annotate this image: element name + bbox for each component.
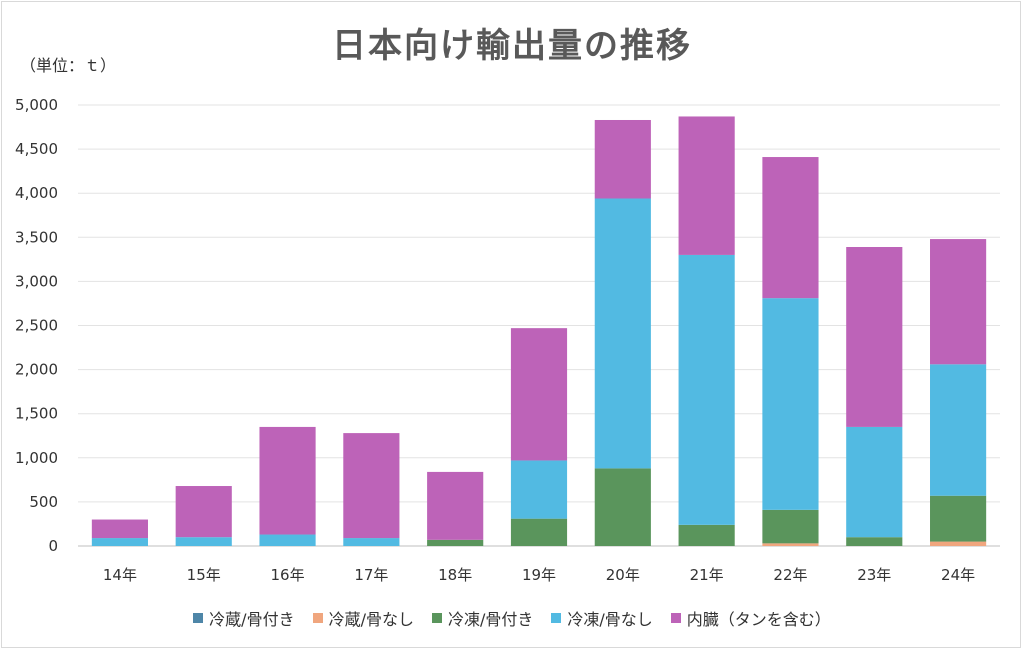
y-tick-label: 1,500 [15,405,58,423]
x-tick-label: 17年 [354,566,388,584]
bar-segment [846,537,903,546]
bar-segment [91,519,148,539]
legend-item: 冷蔵/骨なし [312,606,414,630]
x-tick-label: 24年 [941,566,975,584]
bar-segment [175,537,232,546]
bar-segment [678,254,735,525]
bar-segment [846,247,903,427]
bar-segment [678,524,735,546]
bar-segment [427,539,484,546]
x-tick-label: 15年 [187,566,221,584]
legend-label: 冷蔵/骨なし [328,610,414,629]
y-tick-label: 1,000 [15,449,58,467]
x-tick-label: 21年 [690,566,724,584]
x-tick-label: 22年 [773,566,807,584]
legend-swatch [551,613,562,623]
legend-swatch [670,613,681,623]
y-tick-label: 500 [29,493,58,511]
legend-label: 冷凍/骨なし [567,610,653,629]
x-tick-label: 18年 [438,566,472,584]
bar-segment [594,198,651,469]
bar-segment [594,119,651,199]
bar-segment [510,460,568,519]
bar-segment [762,543,819,546]
legend-swatch [193,613,204,623]
unit-label: （単位：ｔ） [20,56,117,75]
legend-item: 冷凍/骨なし [551,606,653,630]
bar-segment [259,426,316,535]
bar-segment [510,328,568,461]
bar-segment [175,486,232,538]
legend-item: 冷蔵/骨付き [193,606,295,630]
x-tick-label: 19年 [522,566,556,584]
bar-segment [91,538,148,546]
x-tick-label: 16年 [270,566,304,584]
legend-label: 内臓（タンを含む） [686,610,831,629]
bar-segment [427,471,484,540]
legend-swatch [312,613,323,623]
bar-segment [343,433,400,539]
x-tick-label: 23年 [857,566,891,584]
legend-item: 冷凍/骨付き [431,606,534,630]
y-tick-label: 5,000 [15,96,58,114]
legend-label: 冷蔵/骨付き [209,610,295,629]
bar-segment [762,298,819,510]
y-tick-label: 0 [48,537,58,555]
bar-segment [930,541,987,546]
y-tick-label: 3,000 [15,272,58,290]
bar-segment [259,534,316,546]
y-tick-label: 3,500 [15,228,58,246]
chart-title: 日本向け輸出量の推移 [332,26,692,66]
bar-segment [930,239,987,365]
bar-segment [930,364,987,496]
bar-segment [510,518,568,546]
bar-segment [343,538,400,546]
legend-label: 冷凍/骨付き [447,610,534,629]
legend-item: 内臓（タンを含む） [670,606,831,630]
y-tick-label: 2,000 [15,361,58,379]
bar-segment [762,509,819,544]
x-tick-label: 14年 [103,566,137,584]
bar-segment [762,157,819,299]
legend: 冷蔵/骨付き 冷蔵/骨なし 冷凍/骨付き 冷凍/骨なし 内臓（タンを含む） [0,606,1024,630]
legend-swatch [431,613,442,623]
y-tick-label: 2,500 [15,317,58,335]
bar-segment [678,116,735,255]
bar-segment [930,495,987,542]
y-tick-label: 4,000 [15,184,58,202]
x-tick-label: 20年 [606,566,640,584]
bar-segment [594,468,651,546]
y-tick-label: 4,500 [15,140,58,158]
bar-segment [846,426,903,538]
